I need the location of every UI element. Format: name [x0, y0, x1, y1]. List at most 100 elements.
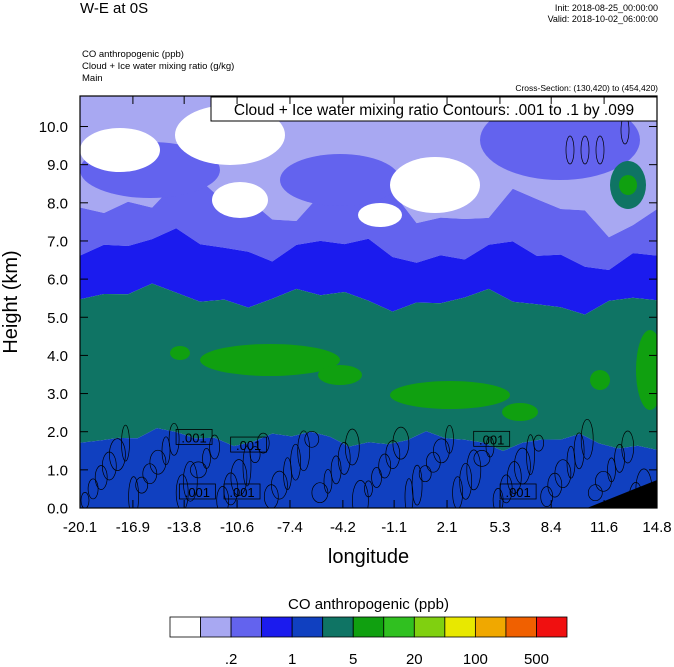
- contour-line: [128, 476, 139, 508]
- contour-line: [242, 445, 252, 487]
- contour-line: [607, 457, 616, 483]
- contour-line: [87, 478, 99, 500]
- contour-label-box: [473, 430, 511, 447]
- colorbar-swatch: [322, 616, 354, 638]
- x-tick-label: 14.8: [642, 519, 671, 536]
- variable-line-co: CO anthropogenic (ppb): [82, 49, 184, 60]
- contour-line: [168, 422, 180, 456]
- contour-line: [290, 443, 301, 481]
- colorbar-swatch: [261, 616, 293, 638]
- contour-line: [216, 486, 230, 508]
- contour-line: [182, 460, 198, 502]
- contour-line: [526, 434, 535, 475]
- contour-line: [445, 424, 454, 454]
- upper-band: [80, 228, 657, 315]
- init-time: Init: 2018-08-25_00:00:00: [554, 3, 658, 13]
- contour-line: [392, 426, 410, 460]
- color-patch: [358, 203, 402, 227]
- y-tick-label: 6.0: [47, 272, 68, 289]
- colorbar-tick-label: .2: [225, 651, 238, 667]
- colorbar-tick-label: 100: [463, 651, 488, 667]
- contour-label-box: [178, 483, 216, 500]
- x-tick-label: 8.4: [541, 519, 562, 536]
- y-axis-label: Height (km): [0, 250, 22, 353]
- variable-line-cloud: Cloud + Ice water mixing ratio (g/kg): [82, 61, 235, 72]
- x-tick-label: 5.3: [490, 519, 511, 536]
- y-tick-label: 10.0: [39, 119, 68, 136]
- color-patch: [80, 128, 160, 172]
- color-patch: [200, 344, 340, 376]
- y-tick-label: 3.0: [47, 386, 68, 403]
- colorbar-tick-label: 1: [288, 651, 296, 667]
- color-patch: [502, 403, 538, 421]
- contour-line: [337, 442, 351, 475]
- colorbar-swatch: [505, 616, 537, 638]
- x-tick-label: 11.6: [590, 519, 618, 536]
- colorbar-swatch: [474, 616, 507, 638]
- contour-line: [249, 446, 261, 463]
- y-tick-label: 0.0: [47, 501, 68, 518]
- contour-line: [621, 430, 635, 464]
- colorbar-title: CO anthropogenic (ppb): [288, 596, 449, 613]
- contour-line: [209, 434, 220, 460]
- contour-line: [595, 135, 605, 165]
- y-tick-label: 1.0: [47, 462, 68, 479]
- contour-line: [573, 432, 585, 470]
- y-tick-label: 4.0: [47, 348, 68, 365]
- y-tick-label: 7.0: [47, 233, 68, 250]
- x-tick-label: -1.1: [381, 519, 407, 536]
- x-axis-label: longitude: [328, 546, 409, 568]
- variable-line-main: Main: [82, 73, 103, 84]
- color-patch: [390, 157, 480, 213]
- contour-line: [330, 455, 342, 485]
- colorbar-swatch: [352, 616, 385, 638]
- contour-line: [352, 480, 369, 508]
- contour-legend-box: [210, 96, 658, 122]
- contour-line: [80, 492, 90, 508]
- x-tick-label: -7.4: [277, 519, 303, 536]
- contour-value-label: .001: [185, 485, 210, 500]
- contour-label-box: [223, 483, 261, 500]
- contour-line: [175, 474, 189, 508]
- contour-line: [473, 450, 491, 467]
- y-tick-label: 8.0: [47, 195, 68, 212]
- y-tick-label: 2.0: [47, 424, 68, 441]
- contour-value-label: .001: [505, 485, 530, 500]
- x-tick-label: -4.2: [330, 519, 356, 536]
- colorbar-tick-label: 20: [406, 651, 423, 667]
- colorbar-swatch: [230, 616, 263, 638]
- colorbar-swatch: [444, 616, 476, 638]
- contour-line: [364, 480, 373, 498]
- contour-label-box: [230, 436, 268, 453]
- color-patch: [619, 175, 637, 195]
- contour-line: [304, 430, 320, 448]
- contour-line: [418, 465, 432, 483]
- color-patch: [318, 365, 362, 385]
- color-patch: [212, 182, 268, 218]
- contour-line: [452, 476, 463, 508]
- x-tick-label: -20.1: [63, 519, 97, 536]
- x-tick-label: -10.6: [220, 519, 254, 536]
- colorbar-swatch: [291, 616, 324, 638]
- contour-line: [459, 462, 473, 500]
- contour-line: [371, 467, 382, 488]
- cross-section-label: Cross-Section: (130,420) to (454,420): [515, 83, 658, 93]
- colorbar-tick-label: 5: [349, 651, 357, 667]
- contour-line: [344, 428, 360, 466]
- contour-line: [190, 461, 207, 479]
- contour-line: [121, 424, 130, 462]
- contour-label-box: [499, 483, 537, 500]
- contour-line: [580, 418, 594, 460]
- contour-line: [466, 449, 482, 491]
- contour-line: [161, 436, 171, 466]
- contour-line: [149, 449, 167, 475]
- plot-frame: [79, 95, 658, 509]
- contour-value-label: .001: [479, 432, 504, 447]
- colorbar-swatch: [383, 616, 415, 638]
- y-tick-label: 5.0: [47, 310, 68, 327]
- contour-line: [256, 432, 270, 454]
- x-tick-label: 2.1: [437, 519, 458, 536]
- contour-line: [311, 482, 329, 504]
- contour-line: [533, 434, 544, 452]
